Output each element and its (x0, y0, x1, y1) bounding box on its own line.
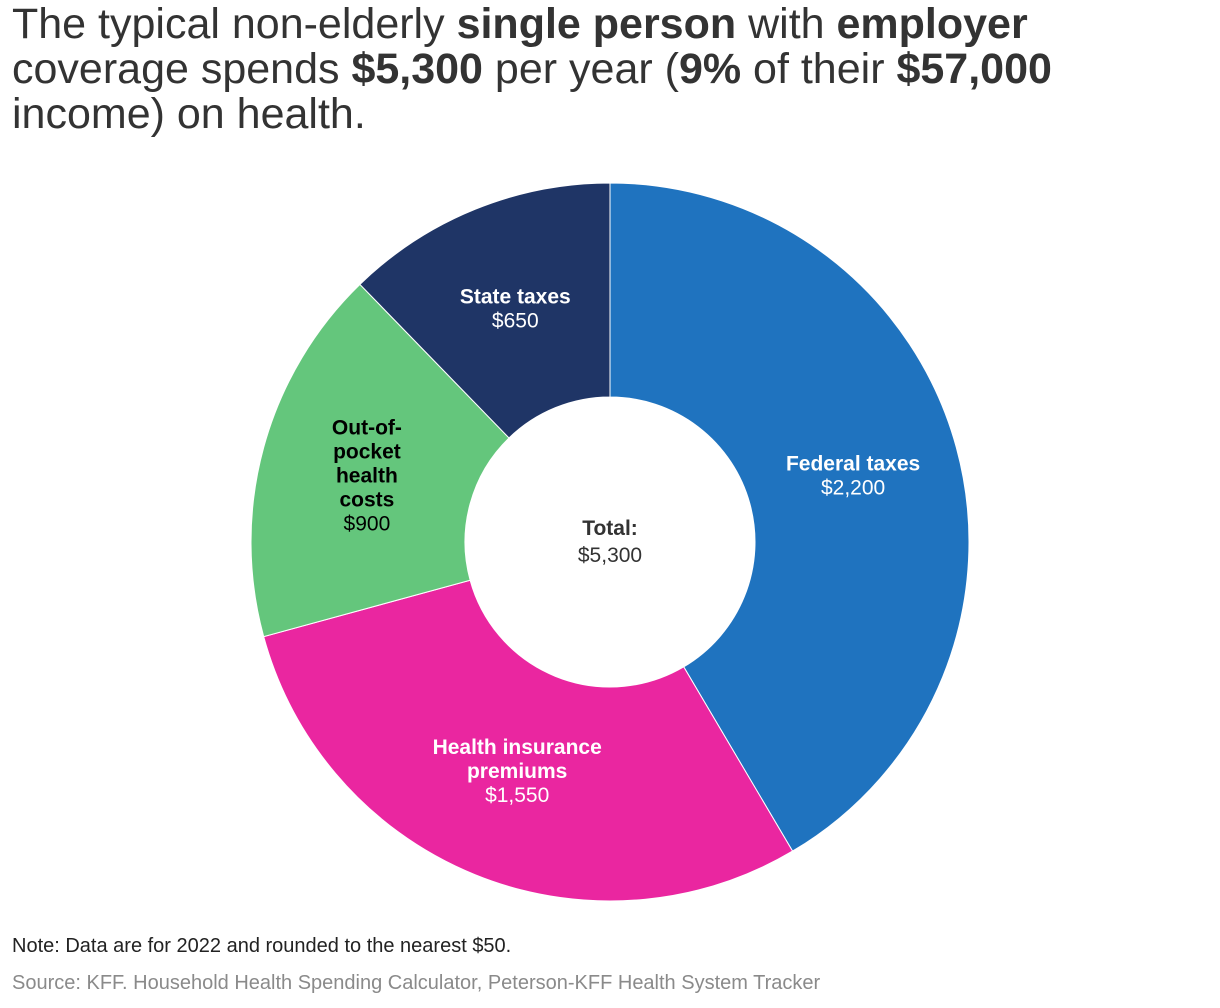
title-segment: of their (741, 45, 897, 93)
title-segment: The typical non-elderly (12, 0, 457, 48)
slice-labels: Federal taxes$2,200 Health insurancepremi… (332, 285, 920, 806)
chart-title: The typical non-elderly single person wi… (12, 2, 1212, 137)
slice-label-name: premiums (467, 760, 567, 783)
slice-label-name: health (336, 465, 398, 488)
slice-label-name: Out-of- (332, 417, 402, 440)
chart-source: Source: KFF. Household Health Spending C… (12, 972, 821, 994)
slice-label-name: pocket (333, 441, 401, 464)
slice-federal-taxes[interactable] (609, 182, 970, 852)
title-segment: 9% (678, 45, 742, 93)
slice-label-name: State taxes (460, 285, 571, 308)
title-segment: income) on health. (12, 90, 366, 138)
title-segment: with (736, 0, 837, 48)
chart-note: Note: Data are for 2022 and rounded to t… (12, 935, 512, 957)
donut-chart: Federal taxes$2,200 Health insurancepremi… (250, 182, 970, 902)
title-segment: coverage spends (12, 45, 352, 93)
donut-center: Total: $5,300 (578, 517, 642, 567)
title-segment: per year ( (482, 45, 679, 93)
title-segment: single person (456, 0, 737, 48)
title-segment: employer (836, 0, 1028, 48)
slice-label-value: $650 (492, 309, 539, 332)
title-segment: $5,300 (351, 45, 483, 93)
slice-label-name: Health insurance (433, 736, 602, 759)
slice-health-insurance-premiums[interactable] (263, 579, 794, 902)
slice-label-value: $1,550 (485, 784, 549, 807)
slice-out-of-pocket-health-costs[interactable] (250, 283, 510, 638)
title-segment: $57,000 (896, 45, 1052, 93)
slice-label-name: Federal taxes (786, 453, 920, 476)
donut-slices (250, 182, 970, 902)
slice-label-value: $900 (344, 513, 391, 536)
center-total-value: $5,300 (578, 544, 642, 567)
slice-state-taxes[interactable] (359, 182, 611, 439)
slice-label-value: $2,200 (821, 477, 885, 500)
slice-label-name: costs (339, 489, 394, 512)
center-total-label: Total: (582, 517, 638, 540)
